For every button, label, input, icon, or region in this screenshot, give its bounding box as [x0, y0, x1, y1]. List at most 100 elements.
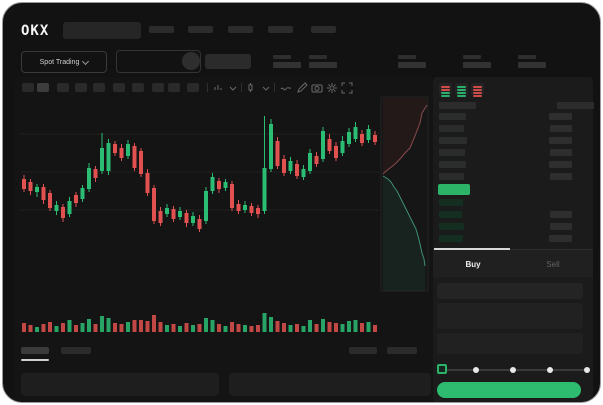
stat-label-placeholder	[463, 55, 481, 59]
orderbook-asks-view-icon[interactable]	[471, 83, 484, 97]
volume-bar	[308, 320, 312, 332]
orderbook-bids-view-icon[interactable]	[455, 83, 468, 97]
chevron-down-icon[interactable]	[227, 81, 239, 93]
bottom-tab-placeholder[interactable]	[61, 347, 91, 354]
trade-input-placeholder[interactable]	[437, 303, 583, 329]
toggle-bar	[473, 95, 482, 97]
slider-stop-dot[interactable]	[584, 367, 590, 373]
bid-row-price[interactable]	[439, 235, 463, 242]
candle-body	[301, 169, 306, 177]
candle-body	[327, 139, 332, 151]
candle-body	[41, 187, 46, 200]
volume-bar	[314, 324, 319, 332]
candle-body	[191, 216, 195, 223]
bottom-tab-placeholder[interactable]	[387, 347, 417, 354]
bottom-tab-placeholder[interactable]	[21, 347, 49, 354]
ticker-stat	[463, 55, 493, 70]
nav-item-placeholder[interactable]	[268, 26, 293, 33]
toolbar-button-placeholder[interactable]	[187, 83, 199, 92]
toggle-bar	[457, 95, 466, 97]
ask-row-price[interactable]	[439, 161, 466, 168]
ask-row-price[interactable]	[439, 149, 465, 156]
ask-row-price[interactable]	[439, 137, 467, 144]
bid-row-price[interactable]	[439, 211, 462, 218]
ask-row-amount	[549, 113, 572, 120]
chevron-down-icon[interactable]	[260, 81, 272, 93]
bid-row-price[interactable]	[439, 199, 463, 206]
slider-handle[interactable]	[437, 364, 447, 374]
trade-input-placeholder[interactable]	[437, 333, 583, 354]
ask-row-price[interactable]	[439, 113, 466, 120]
volume-bar	[334, 323, 338, 332]
buy-button[interactable]	[437, 382, 581, 398]
volume-bar	[80, 323, 85, 332]
nav-item-placeholder[interactable]	[228, 26, 253, 33]
fullscreen-icon[interactable]	[341, 81, 353, 94]
ob-header-price	[439, 102, 476, 109]
draw-tool-icon[interactable]	[296, 81, 308, 93]
slider-stop-dot[interactable]	[547, 367, 553, 373]
nav-item-placeholder[interactable]	[149, 26, 174, 33]
toolbar-button-placeholder[interactable]	[152, 83, 164, 92]
toolbar-button-placeholder[interactable]	[57, 83, 69, 92]
depth-ask-line	[382, 104, 428, 175]
settings-gear-icon[interactable]	[326, 81, 338, 93]
candle-body	[321, 131, 325, 159]
bottom-widget-placeholder[interactable]	[21, 373, 219, 396]
line-tool-icon[interactable]	[280, 81, 292, 93]
candle-body	[243, 205, 247, 210]
search-input[interactable]	[63, 22, 141, 39]
candlestick-chart[interactable]	[15, 95, 433, 403]
volume-bar	[321, 319, 325, 332]
candle-body	[61, 207, 65, 218]
volume-bar	[353, 320, 358, 332]
slider-stop-dot[interactable]	[473, 367, 479, 373]
trade-input-placeholder[interactable]	[437, 283, 583, 299]
stat-label-placeholder	[309, 55, 327, 59]
candle-body	[262, 168, 267, 211]
candle-body	[308, 153, 312, 171]
candle-body	[360, 134, 364, 143]
volume-bar	[256, 325, 260, 332]
ask-row-amount	[550, 149, 572, 156]
volume-bar	[269, 317, 273, 332]
market-type-dropdown[interactable]: Spot Trading	[21, 51, 107, 73]
tab-sell[interactable]: Sell	[546, 259, 560, 269]
volume-bar	[145, 321, 150, 332]
ask-row-amount	[550, 125, 572, 132]
toolbar-button-placeholder[interactable]	[22, 83, 34, 92]
toolbar-button-placeholder[interactable]	[113, 83, 125, 92]
candle-type-icon[interactable]	[246, 81, 258, 93]
trade-tabs: Buy Sell	[433, 249, 593, 277]
last-price-badge[interactable]	[438, 184, 470, 195]
toolbar-button-placeholder[interactable]	[93, 83, 105, 92]
nav-item-placeholder[interactable]	[188, 26, 213, 33]
pair-selector-dropdown[interactable]	[116, 50, 201, 73]
ask-row-price[interactable]	[439, 125, 464, 132]
bottom-tab-placeholder[interactable]	[349, 347, 377, 354]
candle-body	[139, 151, 143, 174]
bottom-widget-placeholder[interactable]	[229, 373, 431, 396]
volume-bar	[360, 323, 364, 332]
slider-stop-dot[interactable]	[510, 367, 516, 373]
toolbar-button-placeholder[interactable]	[75, 83, 87, 92]
candle-body	[373, 135, 377, 142]
ask-row-price[interactable]	[439, 173, 464, 180]
nav-item-placeholder[interactable]	[311, 26, 336, 33]
orderbook-both-view-icon[interactable]	[439, 83, 452, 97]
candle-body	[366, 129, 371, 140]
interval-selector-icon[interactable]	[213, 81, 225, 93]
depth-bid-line	[382, 175, 426, 267]
candle-body	[100, 148, 104, 171]
okx-logo[interactable]: OKX	[21, 23, 50, 39]
bid-row-price[interactable]	[439, 223, 464, 230]
candle-body	[340, 141, 345, 153]
toolbar-button-placeholder[interactable]	[168, 83, 180, 92]
toolbar-button-placeholder[interactable]	[132, 83, 144, 92]
camera-icon[interactable]	[311, 81, 323, 93]
toolbar-button-placeholder[interactable]	[37, 83, 49, 92]
candle-body	[28, 182, 33, 191]
stat-value-placeholder	[463, 62, 491, 68]
tab-buy[interactable]: Buy	[465, 259, 481, 269]
